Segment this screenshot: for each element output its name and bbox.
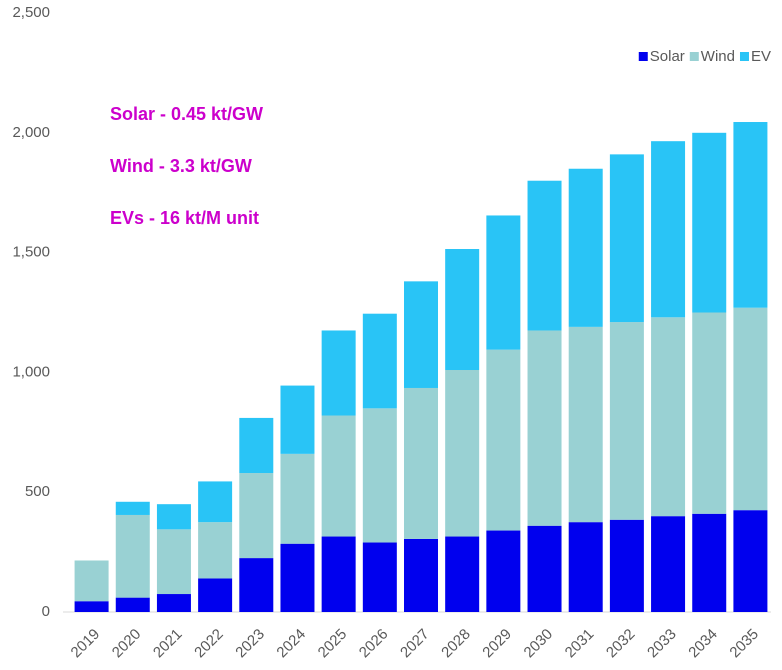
legend-swatch	[739, 52, 749, 61]
bar-segment	[239, 417, 274, 474]
bar-segment	[280, 543, 315, 612]
legend-swatch	[638, 52, 648, 61]
bar-segment	[198, 481, 233, 523]
bar-segment	[198, 522, 233, 579]
x-tick-label: 2025	[315, 626, 351, 662]
x-tick-label: 2028	[438, 626, 474, 662]
bar-segment	[156, 504, 191, 530]
bar-segment	[733, 122, 768, 308]
legend-label: Wind	[701, 48, 735, 65]
bar-segment	[156, 529, 191, 595]
x-tick-label: 2033	[644, 626, 680, 662]
annotation: Wind - 3.3 kt/GW	[110, 156, 252, 176]
bar-segment	[692, 132, 727, 313]
bar-segment	[280, 385, 315, 454]
bar-segment	[733, 510, 768, 612]
bar-segment	[239, 558, 274, 612]
bar-segment	[156, 594, 191, 612]
bar-segment	[651, 516, 686, 612]
y-tick-label: 0	[42, 603, 50, 620]
bar-segment	[198, 578, 233, 612]
bar-segment	[321, 330, 356, 416]
bar-segment	[692, 513, 727, 612]
x-tick-label: 2024	[273, 626, 309, 662]
bar-segment	[445, 370, 480, 537]
y-tick-label: 1,000	[12, 363, 50, 380]
bar-segment	[404, 281, 438, 388]
bar-segment	[362, 542, 397, 612]
bar-segment	[486, 530, 521, 612]
y-tick-label: 500	[25, 483, 50, 500]
bar-segment	[568, 168, 603, 327]
x-tick-label: 2020	[109, 626, 145, 662]
bar-segment	[74, 601, 109, 612]
bar-segment	[568, 326, 603, 523]
x-tick-label: 2034	[685, 626, 721, 662]
bar-segment	[609, 519, 644, 612]
bar-segment	[733, 307, 768, 511]
annotation: Solar - 0.45 kt/GW	[110, 104, 263, 124]
x-tick-label: 2029	[479, 626, 515, 662]
x-tick-label: 2030	[521, 626, 557, 662]
bar-segment	[362, 408, 397, 543]
x-tick-label: 2026	[356, 626, 392, 662]
bar-segment	[321, 536, 356, 612]
bar-segment	[115, 597, 150, 612]
bar-segment	[239, 473, 274, 559]
bar-segment	[445, 536, 480, 612]
x-tick-label: 2022	[191, 626, 227, 662]
annotation: EVs - 16 kt/M unit	[110, 208, 259, 228]
bar-segment	[651, 317, 686, 517]
bar-segment	[74, 560, 109, 602]
bar-segment	[692, 312, 727, 514]
bar-segment	[651, 141, 686, 318]
bar-segment	[527, 525, 562, 612]
x-tick-label: 2023	[232, 626, 268, 662]
bar-segment	[115, 501, 150, 515]
bar-segment	[527, 330, 562, 526]
y-tick-label: 1,500	[12, 244, 50, 261]
bar-segment	[404, 387, 438, 539]
x-tick-label: 2032	[603, 626, 639, 662]
bar-segment	[609, 322, 644, 520]
x-tick-label: 2035	[726, 626, 762, 662]
bar-segment	[321, 415, 356, 537]
y-tick-label: 2,000	[12, 124, 50, 141]
x-tick-label: 2031	[562, 626, 598, 662]
bar-segment	[609, 154, 644, 323]
bar-segment	[486, 349, 521, 531]
bar-segment	[280, 453, 315, 544]
x-tick-label: 2019	[68, 626, 104, 662]
bar-segment	[486, 215, 521, 350]
bar-segment	[362, 313, 397, 409]
bar-segment	[568, 522, 603, 612]
bar-segment	[404, 538, 438, 612]
legend-swatch	[689, 52, 699, 61]
bar-segment	[445, 249, 480, 371]
bar-segment	[115, 514, 150, 598]
bar-segment	[527, 180, 562, 331]
legend-label: Solar	[650, 48, 685, 65]
y-tick-label: 2,500	[12, 4, 50, 21]
legend-label: EV	[751, 48, 771, 65]
x-tick-label: 2021	[150, 626, 186, 662]
x-tick-label: 2027	[397, 626, 433, 662]
